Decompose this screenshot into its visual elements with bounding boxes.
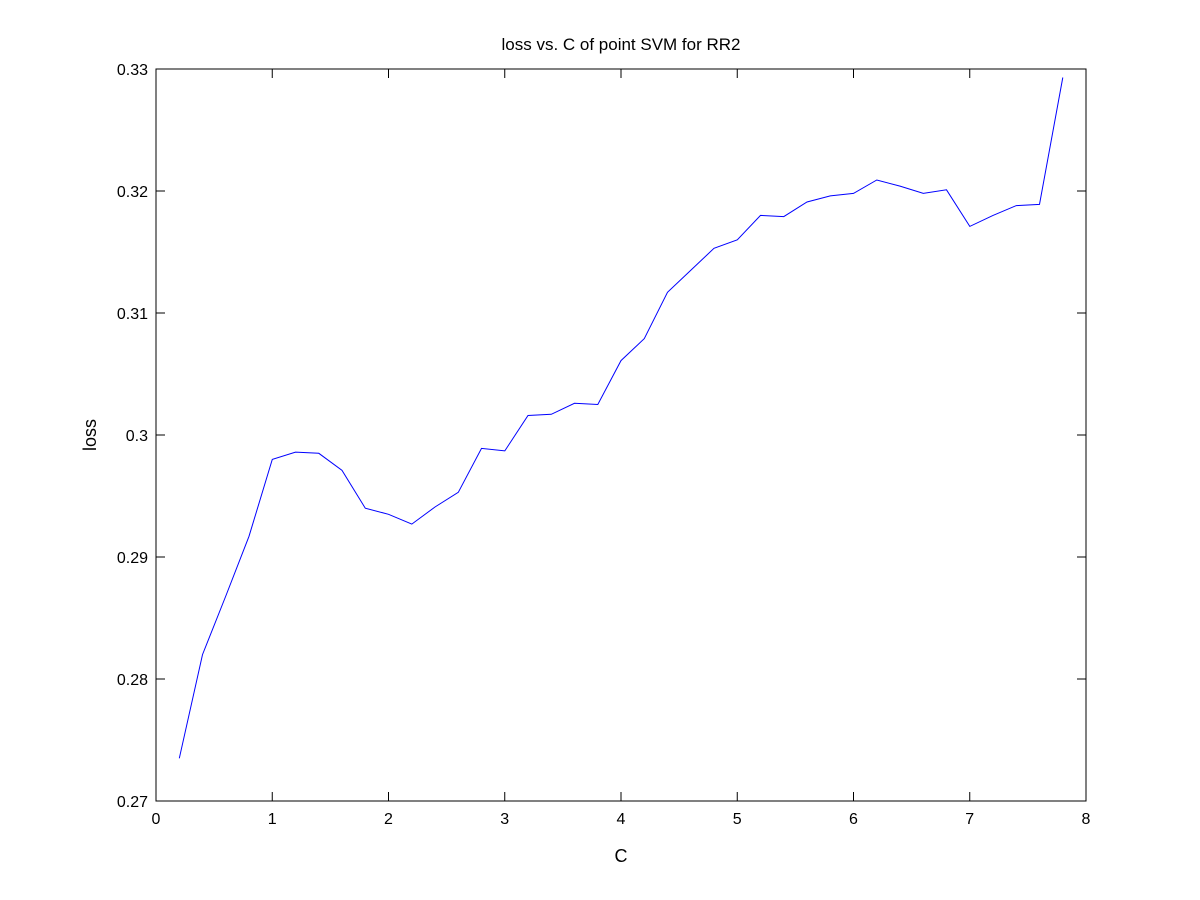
y-axis-label: loss — [80, 419, 100, 451]
x-tick-label: 0 — [152, 811, 161, 828]
y-tick-label: 0.32 — [117, 184, 148, 201]
y-tick-label: 0.3 — [126, 428, 148, 445]
x-axis-label: C — [615, 846, 628, 866]
y-tick-label: 0.33 — [117, 62, 148, 79]
series-line — [178, 77, 1064, 759]
x-tick-label: 8 — [1082, 811, 1091, 828]
x-tick-label: 2 — [384, 811, 393, 828]
x-tick-label: 3 — [500, 811, 509, 828]
ticks-group — [155, 68, 1087, 802]
x-tick-label: 4 — [617, 811, 626, 828]
series-layer — [178, 77, 1064, 759]
x-tick-label: 1 — [268, 811, 277, 828]
chart-title: loss vs. C of point SVM for RR2 — [501, 35, 740, 54]
y-tick-label: 0.27 — [117, 794, 148, 811]
plot-area — [155, 68, 1087, 802]
y-tick-label: 0.28 — [117, 672, 148, 689]
x-tick-label: 6 — [849, 811, 858, 828]
x-tick-label: 7 — [965, 811, 974, 828]
y-tick-label: 0.29 — [117, 550, 148, 567]
tick-labels-group: 0 1 2 3 4 5 6 7 8 0.27 0.28 0.29 0.3 0.31 0.32 0.33 — [117, 62, 1091, 828]
x-tick-label: 5 — [733, 811, 742, 828]
y-tick-label: 0.31 — [117, 306, 148, 323]
